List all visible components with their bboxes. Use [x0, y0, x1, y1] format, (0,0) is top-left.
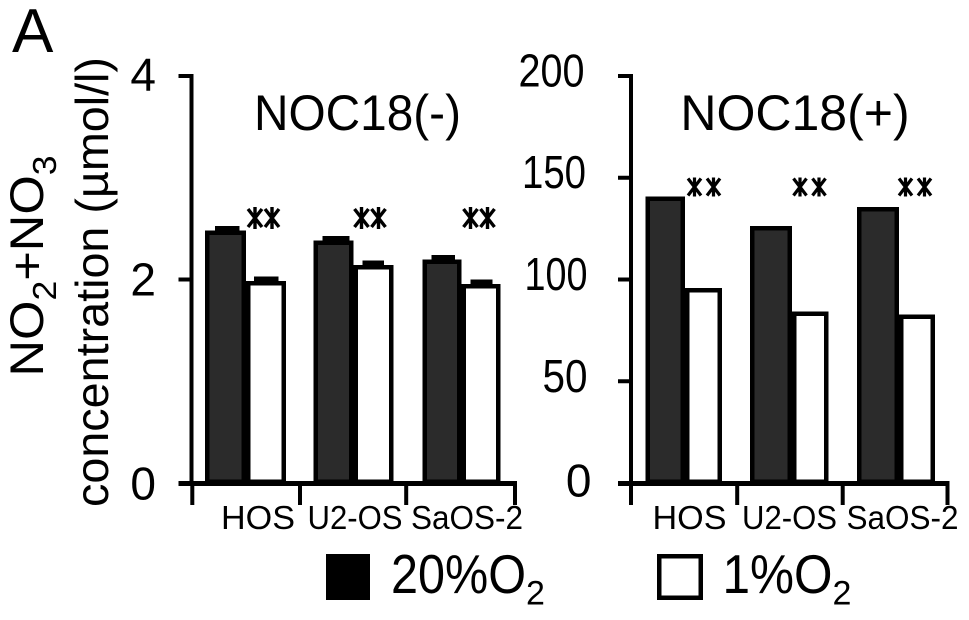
svg-text:HOS: HOS — [221, 499, 295, 536]
svg-text:150: 150 — [522, 146, 586, 198]
svg-text:NO2+NO3: NO2+NO3 — [0, 156, 63, 377]
svg-text:50: 50 — [543, 350, 588, 402]
svg-text:20%O2: 20%O2 — [391, 543, 545, 613]
svg-text:SaOS-2: SaOS-2 — [847, 499, 959, 536]
svg-text:A: A — [12, 0, 54, 66]
svg-text:4: 4 — [130, 49, 156, 101]
svg-text:0: 0 — [566, 455, 592, 507]
svg-text:200: 200 — [519, 45, 585, 97]
svg-text:HOS: HOS — [653, 499, 727, 536]
svg-text:U2-OS: U2-OS — [742, 499, 837, 536]
svg-text:0: 0 — [130, 458, 156, 510]
svg-text:NOC18(-): NOC18(-) — [254, 85, 461, 141]
svg-text:NOC18(+): NOC18(+) — [680, 85, 909, 141]
svg-text:2: 2 — [130, 254, 156, 306]
svg-text:SaOS-2: SaOS-2 — [411, 499, 523, 536]
svg-text:1%O2: 1%O2 — [723, 543, 852, 613]
svg-text:U2-OS: U2-OS — [308, 499, 403, 536]
svg-text:concentration (µmol/l): concentration (µmol/l) — [66, 57, 118, 507]
svg-text:100: 100 — [525, 248, 588, 300]
